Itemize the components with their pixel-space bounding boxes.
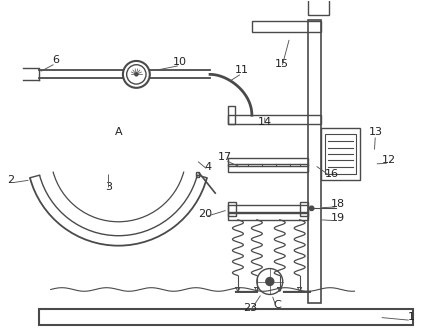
Bar	[228, 202, 236, 216]
Text: 20: 20	[198, 209, 212, 219]
Text: C: C	[273, 300, 281, 310]
Text: 3: 3	[105, 182, 112, 192]
Bar	[307, 20, 321, 303]
Bar	[325, 134, 357, 174]
Text: 6: 6	[52, 55, 59, 65]
Text: 13: 13	[368, 127, 382, 137]
Text: 15: 15	[275, 59, 289, 69]
Text: A: A	[115, 127, 122, 137]
Text: 19: 19	[330, 213, 345, 223]
Bar	[228, 106, 235, 124]
Bar	[228, 164, 307, 172]
Text: 10: 10	[173, 57, 187, 67]
Bar	[228, 205, 307, 212]
Bar	[228, 213, 307, 220]
Text: 18: 18	[330, 199, 345, 209]
Bar	[307, 0, 329, 15]
Text: 14: 14	[258, 117, 272, 127]
Text: 2: 2	[8, 175, 15, 185]
Circle shape	[266, 278, 274, 286]
Circle shape	[309, 206, 314, 210]
Bar	[39, 309, 413, 325]
Text: 4: 4	[205, 162, 212, 172]
Bar	[196, 172, 199, 177]
Text: 1: 1	[408, 312, 415, 322]
Text: 16: 16	[325, 169, 338, 179]
Bar	[252, 21, 321, 32]
Text: 12: 12	[382, 155, 396, 165]
Bar	[228, 158, 307, 166]
Circle shape	[134, 72, 139, 77]
Bar	[228, 115, 321, 124]
Text: 11: 11	[235, 65, 249, 75]
Text: 23: 23	[243, 303, 257, 313]
Text: 17: 17	[218, 152, 232, 162]
Bar	[299, 202, 307, 216]
Bar	[321, 128, 361, 180]
